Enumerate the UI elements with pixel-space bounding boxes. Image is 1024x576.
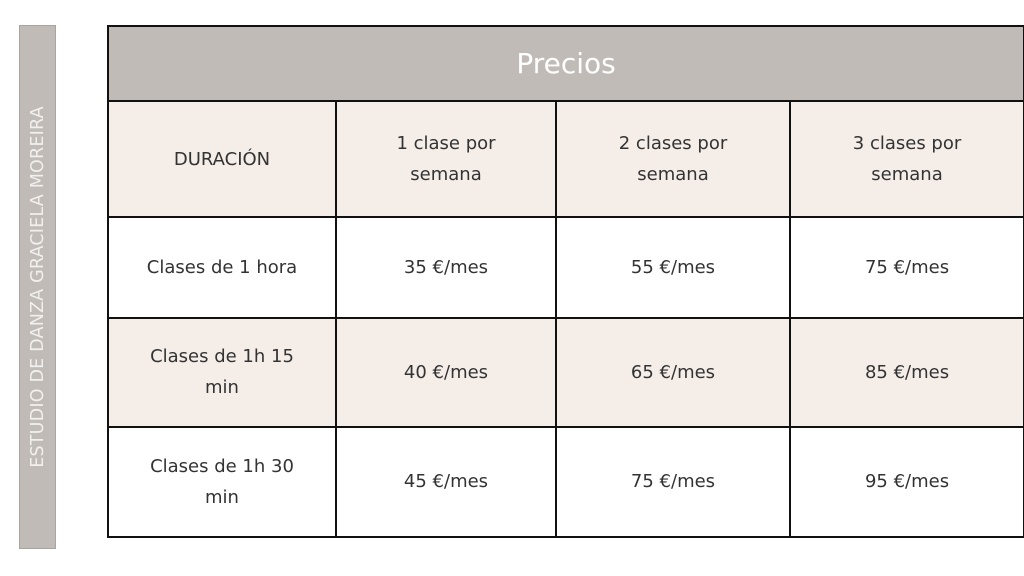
cell: 55 €/mes	[555, 216, 791, 319]
cell: 45 €/mes	[335, 425, 557, 539]
column-header: 3 clases por semana	[788, 100, 1024, 219]
column-header: 1 clase por semana	[335, 100, 557, 219]
cell: 95 €/mes	[788, 425, 1024, 539]
table-row: Clases de 1h 15 min 40 €/mes 65 €/mes 85…	[107, 316, 1024, 428]
cell: Clases de 1h 15 min	[107, 316, 337, 428]
studio-name-banner: ESTUDIO DE DANZA GRACIELA MOREIRA	[19, 25, 56, 549]
column-header: DURACIÓN	[107, 100, 337, 219]
cell: 40 €/mes	[335, 316, 557, 428]
table-title-row: Precios	[106, 24, 1024, 103]
cell: 75 €/mes	[555, 425, 791, 539]
header-row: DURACIÓN 1 clase por semana 2 clases por…	[107, 100, 1024, 219]
price-table: Precios DURACIÓN 1 clase por semana 2 cl…	[106, 24, 1024, 539]
table-row: Clases de 1 hora 35 €/mes 55 €/mes 75 €/…	[107, 216, 1024, 319]
studio-name: ESTUDIO DE DANZA GRACIELA MOREIRA	[27, 106, 48, 468]
cell: 65 €/mes	[555, 316, 791, 428]
cell: 35 €/mes	[335, 216, 557, 319]
cell: 85 €/mes	[788, 316, 1024, 428]
table-title: Precios	[106, 24, 1024, 103]
cell: Clases de 1h 30 min	[107, 425, 337, 539]
cell: Clases de 1 hora	[107, 216, 337, 319]
cell: 75 €/mes	[788, 216, 1024, 319]
table-row: Clases de 1h 30 min 45 €/mes 75 €/mes 95…	[107, 425, 1024, 539]
column-header: 2 clases por semana	[555, 100, 791, 219]
